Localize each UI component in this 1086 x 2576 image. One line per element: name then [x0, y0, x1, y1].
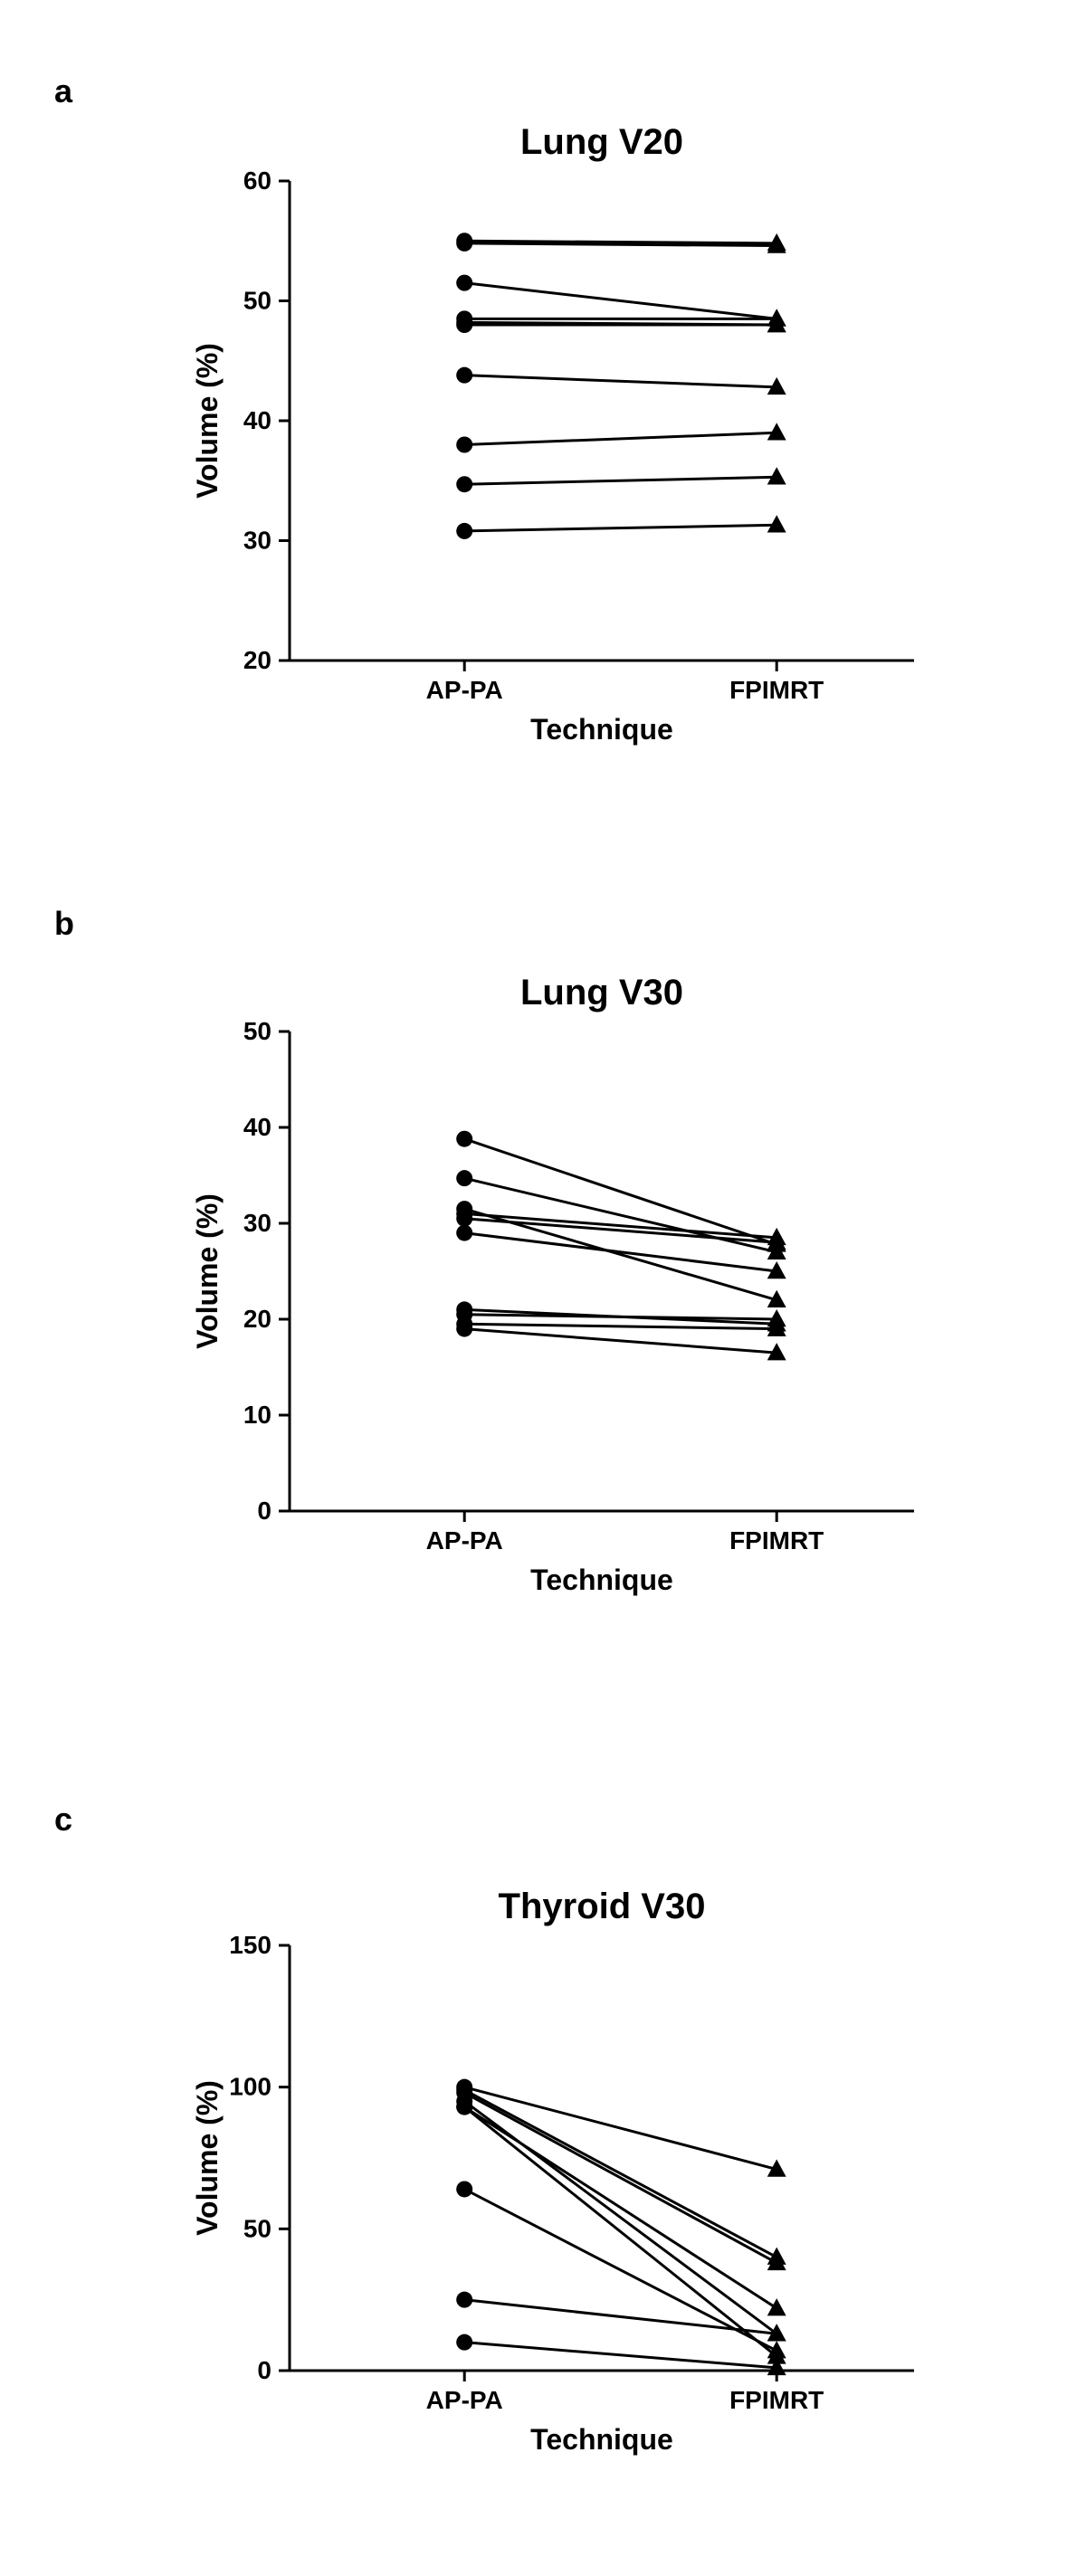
x-axis-label: Technique — [530, 1564, 673, 1596]
y-tick-label: 50 — [243, 287, 272, 315]
pair-line — [464, 2343, 776, 2368]
pair-line — [464, 1329, 776, 1354]
y-tick-label: 40 — [243, 406, 272, 434]
chart-svg-a: Lung V20 20 30 40 50 60 AP-PA FPIMRT Technique Vo… — [190, 118, 932, 769]
marker-circle — [456, 367, 472, 384]
y-tick-label: 60 — [243, 166, 272, 195]
pair-line — [464, 1213, 776, 1238]
y-tick-label: 30 — [243, 1209, 272, 1237]
chart-title: Thyroid V30 — [499, 1887, 706, 1926]
pair-line — [464, 283, 776, 319]
pair-line — [464, 477, 776, 484]
chart-title: Lung V20 — [520, 122, 683, 162]
panel-label-c: c — [54, 1801, 72, 1839]
x-tick-label: FPIMRT — [729, 1526, 824, 1554]
marker-triangle — [767, 467, 786, 484]
chart-b: Lung V30 0 10 20 30 40 50 AP-PA FPIMRT Technique V… — [190, 968, 932, 1620]
marker-triangle — [767, 2298, 786, 2315]
y-tick-label: 40 — [243, 1113, 272, 1141]
panel-label-b: b — [54, 905, 74, 943]
marker-triangle — [767, 423, 786, 440]
marker-circle — [456, 437, 472, 453]
chart-svg-b: Lung V30 0 10 20 30 40 50 AP-PA FPIMRT Technique V… — [190, 968, 932, 1620]
marker-circle — [456, 1170, 472, 1186]
x-axis-label: Technique — [530, 2423, 673, 2456]
x-tick-label: AP-PA — [426, 2386, 503, 2414]
chart-title: Lung V30 — [520, 973, 683, 1012]
y-axis-label: Volume (%) — [191, 1193, 224, 1349]
pair-line — [464, 2087, 776, 2170]
y-tick-label: 10 — [243, 1401, 272, 1429]
y-tick-label: 100 — [229, 2073, 272, 2101]
pair-line — [464, 433, 776, 444]
marker-circle — [456, 1131, 472, 1147]
y-axis-label: Volume (%) — [191, 2080, 224, 2236]
chart-c: Thyroid V30 0 50 100 150 AP-PA FPIMRT Technique… — [190, 1882, 932, 2479]
chart-a: Lung V20 20 30 40 50 60 AP-PA FPIMRT Technique Vo… — [190, 118, 932, 769]
marker-triangle — [767, 515, 786, 532]
y-tick-label: 20 — [243, 646, 272, 674]
pair-line — [464, 1315, 776, 1319]
marker-circle — [456, 314, 472, 330]
y-tick-label: 0 — [257, 2356, 272, 2384]
pair-line — [464, 1178, 776, 1252]
x-tick-label: AP-PA — [426, 676, 503, 704]
chart-svg-c: Thyroid V30 0 50 100 150 AP-PA FPIMRT Technique… — [190, 1882, 932, 2479]
pair-line — [464, 1324, 776, 1328]
pair-line — [464, 2107, 776, 2308]
pair-line — [464, 2093, 776, 2263]
marker-circle — [456, 1225, 472, 1241]
pair-line — [464, 375, 776, 387]
marker-circle — [456, 1321, 472, 1337]
pair-line — [464, 2189, 776, 2351]
y-tick-label: 50 — [243, 1017, 272, 1045]
x-tick-label: FPIMRT — [729, 2386, 824, 2414]
y-tick-label: 150 — [229, 1931, 272, 1959]
marker-circle — [456, 523, 472, 539]
marker-circle — [456, 275, 472, 291]
marker-circle — [456, 2181, 472, 2197]
marker-circle — [456, 2334, 472, 2351]
panel-label-a: a — [54, 72, 72, 110]
marker-circle — [456, 1211, 472, 1227]
marker-circle — [456, 2292, 472, 2308]
marker-circle — [456, 2099, 472, 2115]
pair-line — [464, 525, 776, 531]
pair-line — [464, 1139, 776, 1245]
x-tick-label: AP-PA — [426, 1526, 503, 1554]
marker-circle — [456, 476, 472, 492]
pair-line — [464, 2300, 776, 2334]
x-axis-label: Technique — [530, 713, 673, 746]
y-tick-label: 0 — [257, 1497, 272, 1525]
y-axis-label: Volume (%) — [191, 343, 224, 499]
y-tick-label: 30 — [243, 527, 272, 555]
marker-circle — [456, 235, 472, 252]
x-tick-label: FPIMRT — [729, 676, 824, 704]
y-tick-label: 20 — [243, 1305, 272, 1333]
y-tick-label: 50 — [243, 2214, 272, 2242]
